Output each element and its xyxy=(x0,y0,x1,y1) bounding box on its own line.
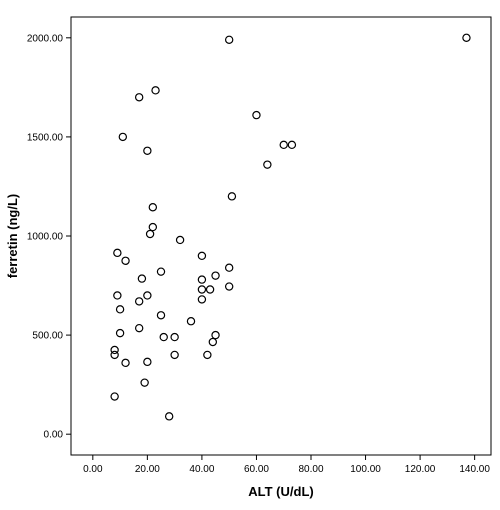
data-point xyxy=(110,345,119,355)
data-point xyxy=(224,263,234,272)
y-tick-label: 500.00 xyxy=(32,331,63,342)
data-point xyxy=(197,295,207,304)
data-point xyxy=(197,251,207,261)
data-point xyxy=(462,33,471,43)
data-point xyxy=(148,222,158,232)
data-point xyxy=(287,140,297,150)
data-point xyxy=(197,285,207,294)
data-point xyxy=(121,358,130,368)
data-point xyxy=(113,291,122,300)
data-points xyxy=(110,33,471,421)
data-point xyxy=(175,235,185,245)
data-point xyxy=(170,332,179,342)
y-tick-label: 1000.00 xyxy=(27,232,64,243)
x-tick-label: 140.00 xyxy=(459,464,490,475)
data-point xyxy=(145,229,155,239)
data-point xyxy=(140,378,149,387)
y-tick-label: 1500.00 xyxy=(27,132,64,143)
x-tick-label: 80.00 xyxy=(298,464,323,475)
y-axis-title: ferretin (ng/L) xyxy=(5,194,20,279)
data-point xyxy=(211,330,220,340)
data-point xyxy=(279,140,288,150)
data-point xyxy=(197,275,207,284)
data-point xyxy=(121,256,130,265)
data-point xyxy=(134,93,144,102)
data-point xyxy=(113,248,122,258)
data-point xyxy=(143,146,152,155)
data-point xyxy=(137,274,147,283)
data-point xyxy=(110,392,119,401)
x-tick-label: 0.00 xyxy=(83,464,103,475)
y-axis: 0.00 500.00 1000.00 1500.00 2000.00 xyxy=(27,33,71,441)
data-point xyxy=(115,328,125,338)
data-point xyxy=(110,350,119,360)
data-point xyxy=(211,271,220,280)
data-point xyxy=(156,267,166,276)
data-point xyxy=(164,412,174,421)
data-point xyxy=(227,192,237,201)
plot-frame xyxy=(70,16,492,456)
x-tick-label: 100.00 xyxy=(350,464,381,475)
x-tick-label: 120.00 xyxy=(405,464,436,475)
data-point xyxy=(143,291,152,300)
data-point xyxy=(143,357,152,367)
data-point xyxy=(224,282,234,291)
data-point xyxy=(115,305,125,314)
x-tick-label: 20.00 xyxy=(135,464,160,475)
data-point xyxy=(118,132,128,142)
y-tick-label: 2000.00 xyxy=(27,33,64,44)
data-point xyxy=(170,350,179,360)
data-point xyxy=(134,297,144,306)
data-point xyxy=(151,86,160,95)
data-point xyxy=(159,332,168,342)
data-point xyxy=(205,285,215,294)
data-point xyxy=(134,323,144,333)
data-point xyxy=(148,203,158,212)
data-point xyxy=(224,35,234,44)
x-tick-label: 60.00 xyxy=(244,464,269,475)
data-point xyxy=(156,311,166,320)
data-point xyxy=(203,350,212,360)
data-point xyxy=(252,110,261,120)
data-point xyxy=(263,160,272,169)
y-tick-label: 0.00 xyxy=(44,430,64,441)
x-tick-label: 40.00 xyxy=(189,464,214,475)
data-point xyxy=(186,317,196,326)
x-axis: 0.00 20.00 40.00 60.00 80.00 100.00 120.00 140.… xyxy=(83,455,490,475)
x-axis-title: ALT (U/dL) xyxy=(248,484,313,499)
data-point xyxy=(208,337,218,347)
